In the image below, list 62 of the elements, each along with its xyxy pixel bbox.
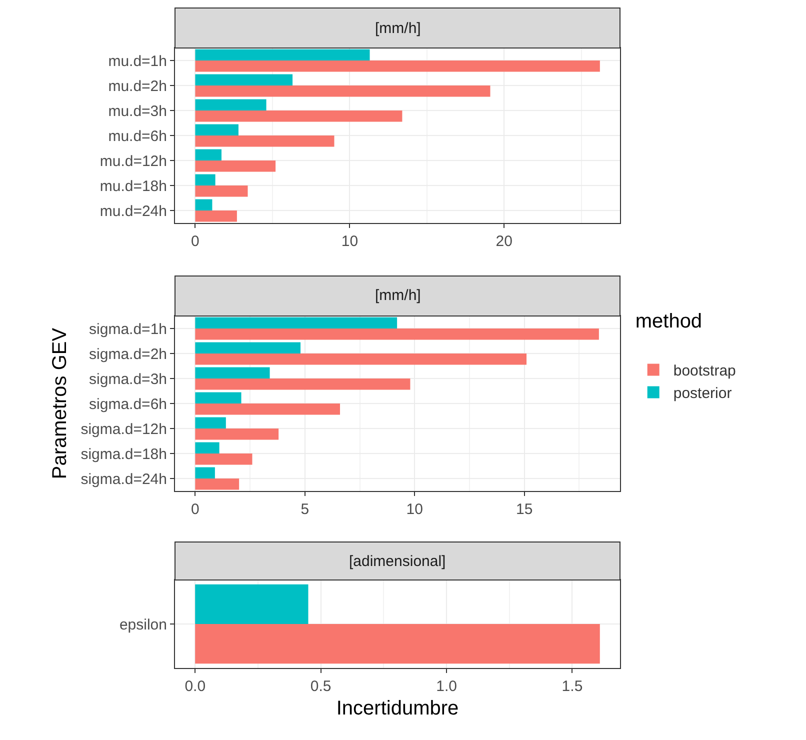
x-tick-label: 1.0 [436,678,457,695]
y-tick-label: sigma.d=3h [89,370,167,388]
chart-title: [adimensional] [349,553,446,570]
x-tick-label: 20 [496,233,512,250]
y-tick-label: mu.d=12h [100,152,167,170]
bar [195,367,270,378]
bar [195,478,240,490]
bar [195,186,248,197]
bar [195,342,301,354]
x-tick-label: 15 [516,501,533,518]
bar [195,74,293,86]
x-tick-label: 0.5 [310,678,332,695]
y-axis-title: Parametros GEV [49,327,72,480]
bar [195,454,252,465]
x-tick-label: 0 [191,501,200,518]
legend-label: bootstrap [673,362,736,380]
bar [195,174,216,186]
bar [195,428,279,440]
legend-label: posterior [673,385,732,402]
y-tick-label: mu.d=18h [100,178,167,195]
bar [195,99,266,110]
x-tick-label: 10 [406,501,423,518]
chart-title: [mm/h] [375,20,421,37]
y-tick-label: sigma.d=1h [89,320,167,338]
bar [195,378,410,390]
bar [195,210,237,222]
bar [195,86,490,97]
bar [195,354,527,365]
bar [195,149,222,160]
x-tick-label: 5 [300,501,310,518]
y-tick-label: sigma.d=24h [80,470,167,488]
x-tick-label: 10 [341,233,358,250]
chart-title: [mm/h] [375,287,421,304]
x-tick-label: 0 [191,233,200,250]
bar [195,124,238,136]
bar [195,417,226,428]
y-tick-label: mu.d=6h [108,128,167,145]
y-tick-label: sigma.d=6h [89,396,167,413]
y-tick-label: sigma.d=12h [80,420,167,438]
x-tick-label: 1.5 [562,678,583,695]
bar [195,199,212,210]
bar [195,110,402,122]
bar [195,467,215,478]
bar [195,404,340,415]
bar [195,328,599,340]
y-tick-label: sigma.d=18h [80,446,167,463]
bar [195,392,242,404]
bar [195,442,220,454]
bar [195,49,370,60]
y-tick-label: mu.d=3h [108,102,167,120]
y-tick-label: mu.d=24h [100,202,167,220]
legend-title: method [635,310,702,332]
y-tick-label: mu.d=1h [108,52,167,70]
bar [195,317,398,328]
y-tick-label: epsilon [119,616,167,634]
x-axis-title: Incertidumbre [336,698,459,720]
x-tick-label: 0.0 [184,678,206,695]
bar [195,160,276,172]
y-tick-label: mu.d=2h [108,78,167,95]
bar [195,136,334,147]
bar [195,60,600,72]
y-tick-label: sigma.d=2h [89,346,167,363]
